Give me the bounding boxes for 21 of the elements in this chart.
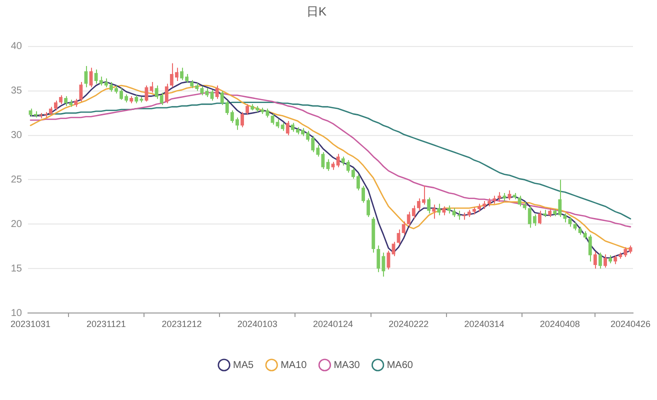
legend-label: MA5 [233,360,254,371]
x-tick-label: 20240426 [610,318,651,329]
x-tick-label: 20240222 [388,318,429,329]
y-tick-label: 40 [10,41,22,52]
legend-label: MA10 [280,360,308,371]
x-tick-label: 20231212 [162,318,202,329]
legend-label: MA30 [334,360,360,371]
legend-label: MA60 [386,360,414,371]
y-tick-label: 30 [10,130,22,142]
x-tick-label: 20240408 [540,318,580,329]
y-tick-label: 20 [10,218,22,230]
x-tick-label: 20231031 [10,318,51,329]
y-tick-label: 10 [10,308,22,319]
x-tick-label: 20231121 [86,318,126,329]
x-tick-label: 20240124 [312,318,354,329]
chart-title: 日K [306,4,327,19]
x-tick-label: 20240103 [237,318,278,329]
y-tick-label: 15 [10,263,22,274]
x-tick-label: 20240314 [464,318,504,329]
y-tick-label: 35 [10,86,22,97]
y-tick-label: 25 [10,174,22,186]
